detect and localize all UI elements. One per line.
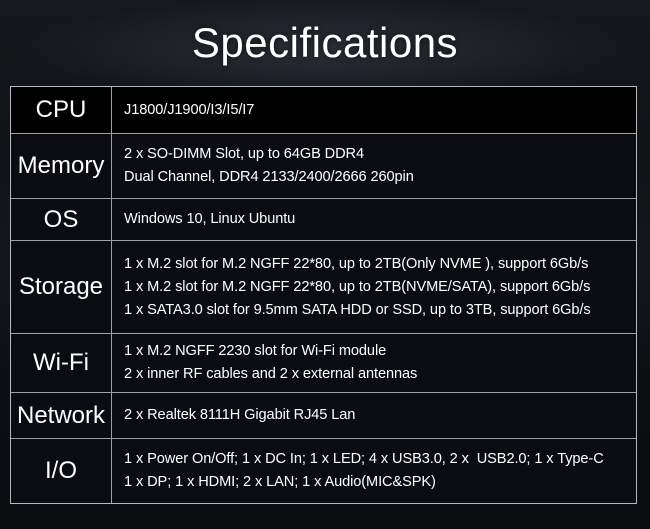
spec-label-cpu: CPU	[11, 87, 111, 133]
spec-label-os: OS	[11, 199, 111, 240]
spec-value-line: J1800/J1900/I3/I5/I7	[124, 101, 255, 118]
spec-value-memory: 2 x SO-DIMM Slot, up to 64GB DDR4 Dual C…	[112, 134, 636, 198]
spec-value-line: 2 x Realtek 8111H Gigabit RJ45 Lan	[124, 407, 356, 423]
spec-value-line: 1 x M.2 slot for M.2 NGFF 22*80, up to 2…	[124, 255, 589, 272]
spec-label-network: Network	[11, 393, 111, 438]
spec-value-line: 1 x M.2 slot for M.2 NGFF 22*80, up to 2…	[124, 278, 591, 295]
spec-label-storage: Storage	[11, 241, 111, 333]
page-header: Specifications	[0, 0, 650, 86]
spec-value-line: 1 x Power On/Off; 1 x DC In; 1 x LED; 4 …	[124, 451, 604, 467]
spec-value-line: 1 x SATA3.0 slot for 9.5mm SATA HDD or S…	[124, 301, 591, 318]
spec-value-line: 1 x DP; 1 x HDMI; 2 x LAN; 1 x Audio(MIC…	[124, 474, 436, 490]
spec-label-io: I/O	[11, 439, 111, 503]
spec-value-io: 1 x Power On/Off; 1 x DC In; 1 x LED; 4 …	[112, 439, 636, 503]
page-title: Specifications	[191, 19, 459, 66]
spec-value-line: 1 x M.2 NGFF 2230 slot for Wi-Fi module	[124, 343, 387, 359]
spec-label-wifi: Wi-Fi	[11, 334, 111, 392]
spec-value-storage: 1 x M.2 slot for M.2 NGFF 22*80, up to 2…	[112, 241, 636, 333]
spec-value-line: 2 x inner RF cables and 2 x external ant…	[124, 366, 418, 382]
spec-value-line: Dual Channel, DDR4 2133/2400/2666 260pin	[124, 169, 414, 185]
spec-value-os: Windows 10, Linux Ubuntu	[112, 199, 636, 240]
spec-value-line: 2 x SO-DIMM Slot, up to 64GB DDR4	[124, 146, 365, 162]
spec-value-network: 2 x Realtek 8111H Gigabit RJ45 Lan	[112, 393, 636, 438]
spec-value-cpu: J1800/J1900/I3/I5/I7	[112, 87, 636, 133]
specifications-table: CPU J1800/J1900/I3/I5/I7 Memory 2 x SO-D…	[10, 86, 637, 504]
spec-value-wifi: 1 x M.2 NGFF 2230 slot for Wi-Fi module …	[112, 334, 636, 392]
spec-label-memory: Memory	[11, 134, 111, 198]
spec-value-line: Windows 10, Linux Ubuntu	[124, 211, 296, 227]
